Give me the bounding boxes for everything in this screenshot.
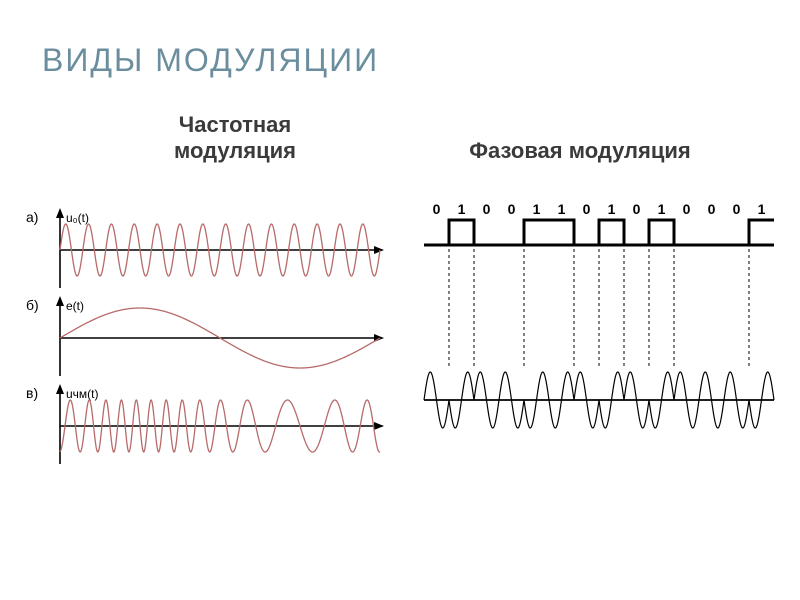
svg-text:0: 0	[508, 201, 516, 217]
svg-text:0: 0	[708, 201, 716, 217]
svg-text:0: 0	[633, 201, 641, 217]
svg-text:а): а)	[26, 209, 38, 225]
svg-text:б): б)	[26, 297, 39, 313]
svg-text:1: 1	[758, 201, 766, 217]
svg-text:0: 0	[733, 201, 741, 217]
subtitle-phase-modulation: Фазовая модуляция	[440, 138, 720, 164]
svg-text:1: 1	[533, 201, 541, 217]
svg-text:1: 1	[458, 201, 466, 217]
pm-diagram: 0 1 0 0 1 1 0 1 0 1 0 0 0 1	[420, 200, 778, 490]
pm-svg: 0 1 0 0 1 1 0 1 0 1 0 0 0 1	[420, 200, 778, 490]
subtitle-left-line2: модуляция	[174, 138, 296, 163]
fm-diagram: а) u₀(t) б) e(t) в) uчм(t)	[24, 200, 389, 490]
svg-text:в): в)	[26, 385, 38, 401]
svg-text:e(t): e(t)	[66, 299, 84, 313]
svg-text:uчм(t): uчм(t)	[66, 387, 99, 401]
svg-text:u₀(t): u₀(t)	[66, 211, 89, 225]
svg-text:1: 1	[558, 201, 566, 217]
svg-text:1: 1	[608, 201, 616, 217]
page-title: ВИДЫ МОДУЛЯЦИИ	[42, 42, 379, 79]
svg-text:0: 0	[583, 201, 591, 217]
subtitle-left-line1: Частотная	[179, 112, 291, 137]
svg-text:1: 1	[658, 201, 666, 217]
svg-text:0: 0	[433, 201, 441, 217]
fm-svg: а) u₀(t) б) e(t) в) uчм(t)	[24, 200, 389, 490]
svg-text:0: 0	[683, 201, 691, 217]
svg-text:0: 0	[483, 201, 491, 217]
subtitle-frequency-modulation: Частотная модуляция	[130, 112, 340, 165]
